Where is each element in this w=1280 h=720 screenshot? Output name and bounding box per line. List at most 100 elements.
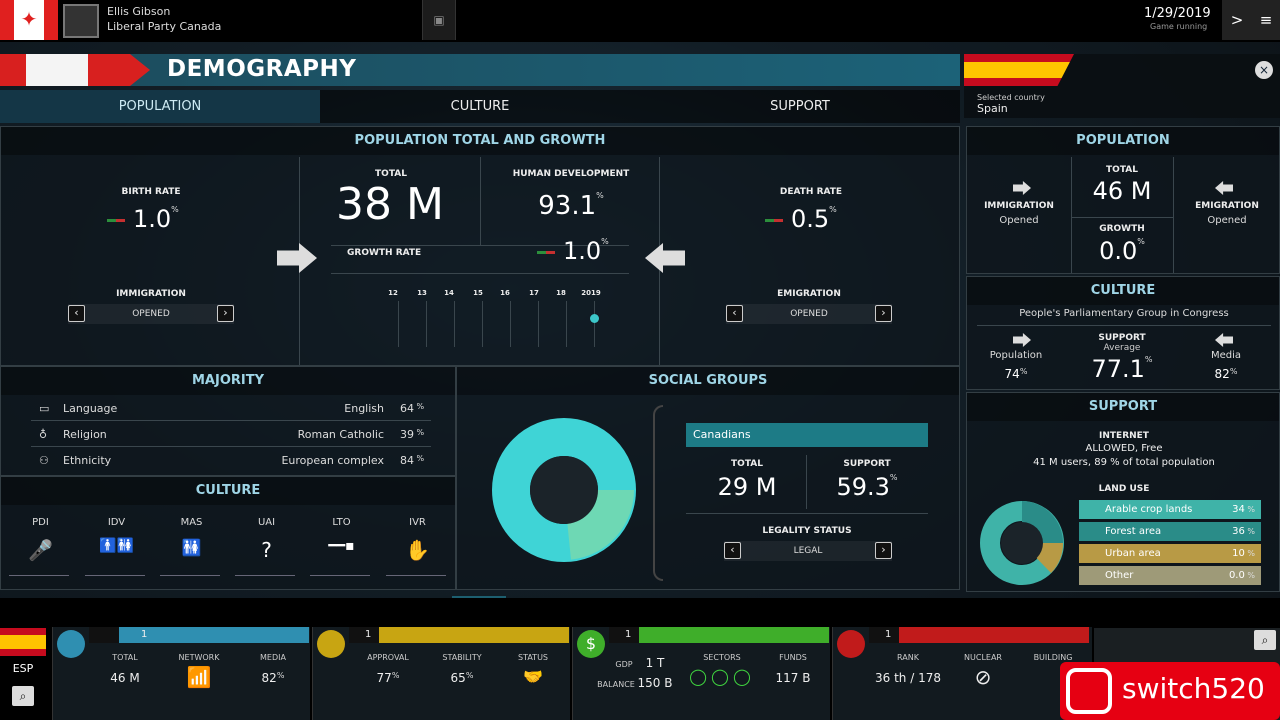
immigration-arrow-icon xyxy=(277,243,317,273)
majority-panel: MAJORITY ▭ Language English 64 % ♁ Relig… xyxy=(0,366,456,476)
culture-dim-idv: IDV 🚹🚻 xyxy=(79,513,154,576)
bp-rank-label: RANK xyxy=(897,653,919,662)
bp-total-label: TOTAL xyxy=(112,653,138,662)
bp-media-label: MEDIA xyxy=(260,653,286,662)
growth-label: GROWTH xyxy=(1099,224,1145,234)
population-pct: 74% xyxy=(1004,367,1028,381)
growth-rate-value: 1.0% xyxy=(537,237,609,265)
panel-title: SUPPORT xyxy=(967,393,1279,421)
human-development-label: HUMAN DEVELOPMENT xyxy=(512,169,630,179)
search-icon[interactable]: ⌕ xyxy=(12,686,34,706)
player-avatar[interactable] xyxy=(63,4,99,38)
map-search-icon[interactable]: ⌕ xyxy=(1254,630,1276,650)
immigration-next-button[interactable]: › xyxy=(217,305,234,322)
ethnicity-icon: ⚇ xyxy=(39,454,49,467)
total-value: 46 M xyxy=(1092,177,1152,205)
menu-icon: ≡ xyxy=(1259,11,1273,29)
tab-population[interactable]: POPULATION xyxy=(0,90,320,123)
canada-flag-icon[interactable]: ✦ xyxy=(0,0,58,40)
politics-icon xyxy=(317,630,345,658)
bottom-panel-economy[interactable]: $ 1 GDP 1 T BALANCE 150 B SECTORS ◯◯◯ FU… xyxy=(572,627,830,720)
language-pct: 64 % xyxy=(400,402,425,415)
bottom-panel-politics[interactable]: 1 APPROVAL 77% STABILITY 65% STATUS 🤝 xyxy=(312,627,570,720)
tab-culture[interactable]: CULTURE xyxy=(320,90,640,123)
chat-button[interactable]: ▣ xyxy=(422,0,456,40)
immigration-selector: OPENED ‹ › xyxy=(68,304,234,324)
nuclear-icon: ⊘ xyxy=(974,665,992,689)
ethnicity-label: Ethnicity xyxy=(63,454,112,467)
emigration-arrow-icon xyxy=(645,243,685,273)
legality-next-button[interactable]: › xyxy=(875,542,892,559)
bp-gdp-value: 1 T xyxy=(645,656,665,670)
panel-title: MAJORITY xyxy=(1,367,455,395)
canada-flag-banner xyxy=(0,54,150,86)
emigration-next-button[interactable]: › xyxy=(875,305,892,322)
ethnicity-pct: 84 % xyxy=(400,454,425,467)
religion-icon: ♁ xyxy=(39,428,48,441)
social-groups-panel: SOCIAL GROUPS Canadians TOTAL 29 M SUPPO… xyxy=(456,366,960,590)
total-value: 38 M xyxy=(336,179,444,230)
microphone-icon: 🎤 xyxy=(28,538,53,562)
group-total-label: TOTAL xyxy=(731,459,763,469)
legality-prev-button[interactable]: ‹ xyxy=(724,542,741,559)
spain-flag-icon[interactable] xyxy=(0,628,46,656)
selected-support-panel: SUPPORT INTERNET ALLOWED, Free 41 M user… xyxy=(966,392,1280,592)
bp-media-value: 82% xyxy=(261,671,285,685)
dollar-icon: $ xyxy=(577,630,605,658)
immigration-prev-button[interactable]: ‹ xyxy=(68,305,85,322)
next-turn-button[interactable]: > xyxy=(1222,0,1252,40)
human-development-value: 93.1% xyxy=(538,191,604,221)
bp-funds-label: FUNDS xyxy=(779,653,807,662)
selected-country-header: Selected country Spain × xyxy=(964,54,1280,118)
immigration-label: IMMIGRATION xyxy=(116,289,186,299)
social-group-name[interactable]: Canadians xyxy=(686,423,928,447)
support-sub-label: Average xyxy=(1103,343,1141,353)
people-icon: 🚹🚻 xyxy=(99,538,134,554)
bottom-panel-military[interactable]: 1 RANK 36 th / 178 NUCLEAR ⊘ BUILDING xyxy=(832,627,1092,720)
media-label: Media xyxy=(1210,350,1242,361)
bp-total-value: 46 M xyxy=(110,671,140,685)
land-urban: Urban area 10 % xyxy=(1079,544,1261,563)
close-icon[interactable]: × xyxy=(1255,61,1273,79)
bp-gdp-label: GDP xyxy=(615,660,633,669)
panel-title: CULTURE xyxy=(1,477,455,505)
land-arable: Arable crop lands 34 % xyxy=(1079,500,1261,519)
land-use-donut-chart xyxy=(980,501,1064,585)
question-icon: ? xyxy=(261,538,272,562)
selected-culture-panel: CULTURE People's Parliamentary Group in … xyxy=(966,276,1280,390)
social-groups-donut-chart xyxy=(492,418,636,562)
emigration-value: Opened xyxy=(1207,215,1247,226)
emigration-value: OPENED xyxy=(790,309,828,319)
menu-button[interactable]: ≡ xyxy=(1252,0,1280,40)
immigration-value: OPENED xyxy=(132,309,170,319)
bp-building-label: BUILDING xyxy=(1033,653,1073,662)
bp-approval-value: 77% xyxy=(376,671,400,685)
population-label: Population xyxy=(989,350,1043,361)
arrow-right-icon xyxy=(1013,181,1031,195)
play-icon: > xyxy=(1230,11,1244,29)
arrow-left-icon xyxy=(1215,333,1233,347)
support-value: 77.1% xyxy=(1091,355,1153,383)
arrow-right-icon xyxy=(1013,333,1031,347)
culture-dim-ivr: IVR ✋ xyxy=(380,513,455,576)
panel-title: POPULATION xyxy=(967,127,1279,155)
bp-status-label: STATUS xyxy=(517,653,548,662)
legality-value: LEGAL xyxy=(793,546,823,556)
society-icon xyxy=(57,630,85,658)
bottom-panel-society[interactable]: 1 TOTAL 46 M NETWORK 📶 MEDIA 82% xyxy=(52,627,310,720)
wifi-icon: 📶 xyxy=(186,665,212,689)
religion-pct: 39 % xyxy=(400,428,425,441)
tab-support[interactable]: SUPPORT xyxy=(640,90,960,123)
emigration-prev-button[interactable]: ‹ xyxy=(726,305,743,322)
spain-flag-banner xyxy=(964,54,1074,86)
growth-timeline: 12 13 14 15 16 17 18 2019 xyxy=(381,287,611,347)
culture-panel: CULTURE PDI 🎤 IDV 🚹🚻 MAS 🚻 UAI? LTO ━━▪ IVR ✋ xyxy=(0,476,456,590)
language-label: Language xyxy=(63,402,118,415)
game-date: 1/29/2019 xyxy=(1144,6,1211,21)
panel-title: POPULATION TOTAL AND GROWTH xyxy=(1,127,959,155)
group-total-value: 29 M xyxy=(717,473,777,501)
language-icon: ▭ xyxy=(39,402,50,415)
chat-icon: ▣ xyxy=(433,13,445,27)
growth-rate-label: GROWTH RATE xyxy=(347,248,422,258)
